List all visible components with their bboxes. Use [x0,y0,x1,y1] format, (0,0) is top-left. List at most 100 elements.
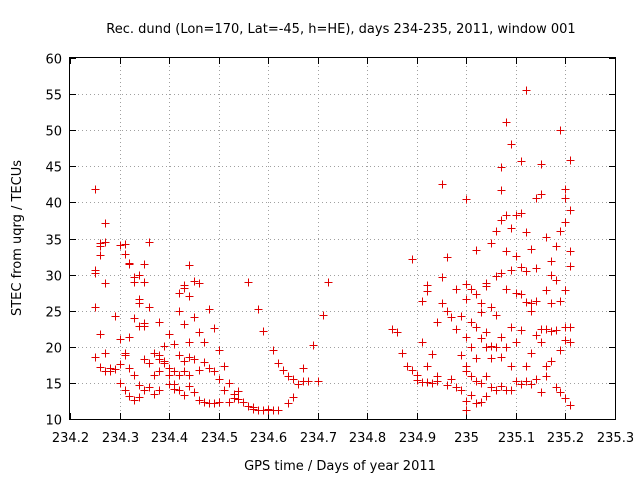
data-point [443,307,452,316]
data-point [111,365,120,374]
data-point [170,340,179,349]
data-point [264,405,273,414]
data-point [542,325,551,334]
x-tick-label: 234.7 [300,431,337,446]
data-point [289,375,298,384]
data-point [482,282,491,291]
data-point [175,371,184,380]
plot-frame [69,57,616,420]
data-point [542,233,551,242]
data-point [220,386,229,395]
data-point [200,358,209,367]
y-tick-label: 60 [45,53,62,68]
data-point [165,330,174,339]
data-point [130,396,139,405]
data-point [289,393,298,402]
x-tick-label: 235.2 [547,431,584,446]
data-point [121,240,130,249]
data-point [215,398,224,407]
data-point [428,379,437,388]
x-tick-label: 234.4 [151,431,188,446]
data-point [185,382,194,391]
data-point [517,380,526,389]
data-point [91,353,100,362]
data-point [492,311,501,320]
data-point [462,295,471,304]
data-point [507,386,516,395]
data-point [254,305,263,314]
data-point [487,239,496,248]
data-point [477,398,486,407]
data-point [507,362,516,371]
data-point [467,285,476,294]
y-tick-label: 20 [45,342,62,357]
x-tick-label: 235 [454,431,479,446]
x-tick-label: 234.6 [250,431,287,446]
data-point [101,279,110,288]
y-axis-label: STEC from uqrg / TECUs [10,160,25,316]
y-tick-label: 25 [45,306,62,321]
data-point [185,353,194,362]
data-point [507,224,516,233]
data-point [452,325,461,334]
data-point [512,252,521,261]
data-point [145,383,154,392]
data-point [234,395,243,404]
data-point [497,163,506,172]
data-point [561,336,570,345]
data-point [547,299,556,308]
data-point [497,333,506,342]
data-point [125,260,134,269]
data-point [423,378,432,387]
data-point [274,406,283,415]
data-point [145,238,154,247]
data-point [472,354,481,363]
data-point [140,260,149,269]
data-point [482,328,491,337]
data-point [482,343,491,352]
data-point [517,290,526,299]
data-points [91,86,575,415]
data-point [547,327,556,336]
data-point [91,269,100,278]
data-point [101,219,110,228]
data-point [135,299,144,308]
data-point [125,392,134,401]
data-point [398,349,407,358]
data-point [561,218,570,227]
data-point [561,286,570,295]
data-point [517,209,526,218]
data-point [195,396,204,405]
data-point [150,371,159,380]
data-point [185,338,194,347]
data-point [180,284,189,293]
data-point [532,375,541,384]
data-point [116,335,125,344]
data-point [225,379,234,388]
data-point [284,399,293,408]
data-point [487,383,496,392]
data-point [121,351,130,360]
data-point [556,126,565,135]
data-point [175,351,184,360]
data-point [111,312,120,321]
chart-title: Rec. dund (Lon=170, Lat=-45, h=HE), days… [106,22,575,37]
data-point [101,238,110,247]
data-point [170,367,179,376]
data-point [492,272,501,281]
data-point [195,328,204,337]
data-point [477,308,486,317]
data-point [487,342,496,351]
data-point [165,371,174,380]
data-point [566,262,575,271]
data-point [537,190,546,199]
data-point [566,401,575,410]
data-point [185,371,194,380]
data-point [472,290,481,299]
x-axis-tick-labels: 234.2 234.3 234.4 234.5 234.6 234.7 234.8 234.9… [52,431,634,446]
data-point [304,377,313,386]
data-point [556,388,565,397]
data-point [160,359,169,368]
data-point [319,311,328,320]
data-point [537,160,546,169]
